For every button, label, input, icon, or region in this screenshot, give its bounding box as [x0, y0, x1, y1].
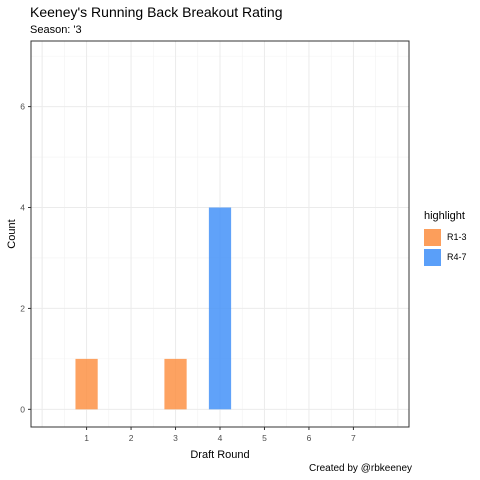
legend-label-r4-7: R4-7: [447, 252, 467, 262]
x-tick-label: 3: [173, 433, 178, 443]
x-tick-label: 6: [307, 433, 312, 443]
bar-round-3: [164, 358, 187, 410]
y-tick-label: 4: [20, 203, 25, 213]
legend-label-r1-3: R1-3: [447, 232, 467, 242]
chart-caption: Created by @rbkeeney: [309, 463, 412, 474]
y-tick-label: 6: [20, 102, 25, 112]
legend: highlight R1-3 R4-7: [424, 210, 467, 267]
bar-round-1: [75, 358, 98, 410]
x-tick-label: 2: [129, 433, 134, 443]
axes: 1 2 3 4 5 6 7 0 2 4 6: [20, 102, 356, 443]
legend-swatch-r4-7: [424, 248, 441, 266]
x-axis-label: Draft Round: [190, 449, 249, 461]
x-tick-label: 1: [84, 433, 89, 443]
x-tick-label: 4: [218, 433, 223, 443]
legend-item-r1-3: R1-3: [424, 227, 467, 247]
y-tick-label: 2: [20, 303, 25, 313]
legend-swatch-r1-3: [424, 228, 441, 246]
x-tick-label: 5: [262, 433, 267, 443]
chart-title: Keeney's Running Back Breakout Rating: [30, 4, 283, 20]
x-tick-label: 7: [351, 433, 356, 443]
legend-title: highlight: [424, 210, 465, 222]
bars: [75, 207, 232, 410]
y-tick-label: 0: [20, 404, 25, 414]
chart-subtitle: Season: '3: [30, 24, 82, 36]
legend-item-r4-7: R4-7: [424, 247, 467, 267]
y-axis-label: Count: [6, 219, 18, 248]
bar-round-4: [208, 207, 232, 410]
